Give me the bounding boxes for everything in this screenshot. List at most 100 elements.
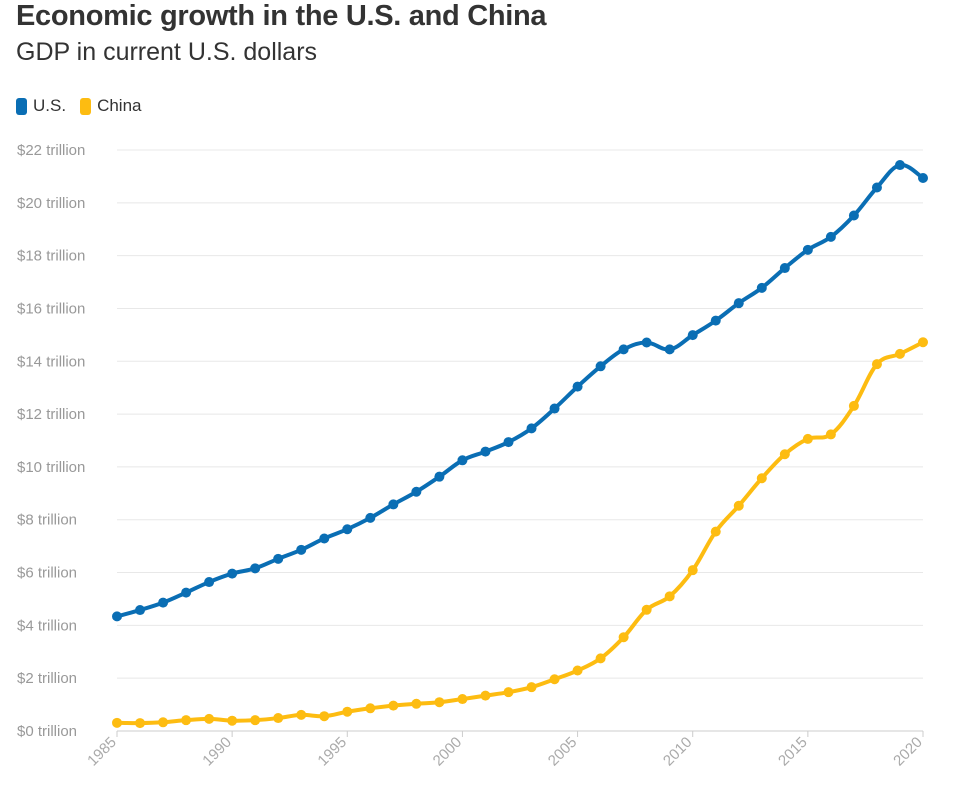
data-point-us-1985 (112, 611, 122, 622)
data-point-us-1989 (204, 577, 215, 588)
data-point-china-2014 (779, 449, 790, 460)
y-tick-label-22: $22 trillion (17, 142, 85, 159)
data-point-us-2008 (641, 337, 652, 348)
data-point-china-1988 (181, 715, 192, 726)
chart-subtitle: GDP in current U.S. dollars (16, 38, 318, 66)
data-point-china-2016 (825, 429, 836, 440)
data-point-china-1996 (365, 703, 376, 714)
data-point-us-2002 (503, 437, 514, 448)
data-point-us-1987 (158, 597, 169, 608)
x-axis: 1985 1990 1995 2000 2005 2010 2015 2020 (84, 731, 926, 769)
data-point-china-2002 (503, 687, 514, 698)
legend-item-china[interactable]: China (80, 96, 141, 116)
data-point-china-1992 (273, 713, 284, 724)
data-point-china-2008 (641, 604, 652, 615)
x-tick-label-2005: 2005 (545, 734, 581, 770)
data-point-china-2015 (802, 433, 813, 444)
data-point-china-2010 (687, 565, 698, 576)
y-tick-label-16: $16 trillion (17, 300, 85, 317)
data-point-china-2009 (664, 591, 675, 602)
data-point-us-2005 (572, 381, 583, 392)
data-point-us-2003 (526, 423, 537, 434)
series-us (112, 160, 928, 622)
data-point-china-2013 (756, 473, 767, 484)
data-point-china-1985 (112, 717, 122, 728)
data-point-china-1998 (411, 698, 422, 709)
data-point-us-1997 (388, 499, 399, 510)
data-point-us-2019 (894, 160, 905, 171)
data-point-us-2018 (871, 182, 882, 193)
x-tick-label-2015: 2015 (775, 734, 811, 770)
data-point-us-1999 (434, 471, 445, 482)
y-tick-label-10: $10 trillion (17, 459, 85, 476)
data-point-us-2016 (825, 231, 836, 242)
data-point-china-2001 (480, 690, 491, 701)
series-line-us (115, 163, 925, 619)
series-china (112, 337, 928, 729)
legend-label-china: China (97, 96, 142, 115)
x-tick-label-2000: 2000 (430, 734, 466, 770)
data-point-china-1986 (135, 718, 146, 729)
y-tick-label-6: $6 trillion (17, 565, 77, 582)
series-line-china (115, 340, 925, 726)
data-point-us-2006 (595, 361, 606, 372)
y-tick-label-4: $4 trillion (17, 617, 77, 634)
data-point-us-1998 (411, 486, 422, 497)
x-tick-label-1985: 1985 (84, 734, 120, 770)
data-point-china-2012 (733, 500, 744, 511)
data-point-china-2004 (549, 674, 560, 685)
data-point-us-2001 (480, 446, 491, 457)
x-tick-label-2010: 2010 (660, 734, 696, 770)
data-point-china-2005 (572, 665, 583, 676)
data-point-us-1995 (342, 524, 353, 535)
data-point-us-2009 (664, 344, 675, 355)
data-point-us-1988 (181, 587, 192, 598)
data-point-china-1990 (227, 715, 238, 726)
legend: U.S. China (16, 94, 155, 118)
data-point-us-1993 (296, 544, 307, 555)
data-point-us-1992 (273, 553, 284, 564)
chart-title: Economic growth in the U.S. and China (16, 0, 547, 32)
data-point-china-1997 (388, 700, 399, 711)
data-point-china-1987 (158, 717, 169, 728)
data-point-us-1986 (135, 605, 146, 616)
series-group (112, 160, 928, 729)
data-point-china-1991 (250, 715, 261, 726)
data-point-us-2017 (848, 210, 859, 221)
data-point-us-2011 (710, 315, 721, 326)
data-point-us-2013 (756, 282, 767, 293)
data-point-us-2020 (918, 172, 928, 183)
data-point-us-1991 (250, 563, 261, 574)
data-point-china-2006 (595, 653, 606, 664)
data-point-china-2007 (618, 632, 629, 643)
data-point-us-2010 (687, 330, 698, 341)
y-tick-label-2: $2 trillion (17, 670, 77, 687)
y-tick-label-12: $12 trillion (17, 406, 85, 423)
legend-swatch-china (80, 97, 92, 115)
y-tick-label-8: $8 trillion (17, 512, 77, 529)
data-point-us-1990 (227, 568, 238, 579)
y-axis: $0 trillion $2 trillion $4 trillion $6 tril… (17, 142, 85, 740)
legend-swatch-us (16, 97, 27, 115)
grid-lines (117, 149, 923, 732)
data-point-us-2007 (618, 344, 629, 355)
x-tick-label-1995: 1995 (314, 734, 350, 770)
data-point-us-2014 (779, 263, 790, 274)
data-point-china-2018 (871, 359, 882, 370)
data-point-china-1995 (342, 706, 353, 717)
data-point-china-2017 (848, 400, 859, 411)
x-tick-label-1990: 1990 (199, 734, 235, 770)
data-point-us-2004 (549, 403, 560, 414)
legend-item-us[interactable]: U.S. (16, 96, 66, 116)
y-tick-label-0: $0 trillion (17, 723, 77, 740)
data-point-us-2015 (802, 244, 813, 255)
y-tick-label-18: $18 trillion (17, 248, 85, 265)
data-point-china-2019 (894, 348, 905, 359)
x-tick-label-2020: 2020 (890, 734, 926, 770)
data-point-us-1994 (319, 533, 330, 544)
y-tick-label-20: $20 trillion (17, 195, 85, 212)
data-point-china-2000 (457, 694, 468, 705)
data-point-china-2003 (526, 682, 537, 693)
legend-label-us: U.S. (33, 96, 67, 115)
